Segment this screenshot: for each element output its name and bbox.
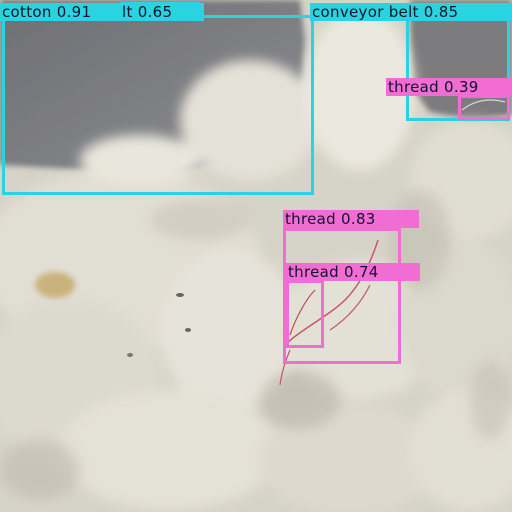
thread-detection-box-083 — [283, 228, 401, 364]
conveyor-belt-detection-label-right: conveyor belt 0.85 — [310, 3, 512, 21]
thread-detection-label-083: thread 0.83 — [283, 210, 419, 228]
thread-detection-label-039: thread 0.39 — [386, 78, 512, 96]
thread-detection-box-039 — [458, 95, 510, 120]
thread-detection-box-074 — [286, 280, 324, 348]
conveyor-belt-detection-label-left: lt 0.65 — [120, 3, 204, 21]
thread-detection-label-074: thread 0.74 — [286, 263, 420, 281]
cotton-detection-label: cotton 0.91 — [0, 3, 122, 21]
cotton-detection-box — [2, 15, 314, 195]
